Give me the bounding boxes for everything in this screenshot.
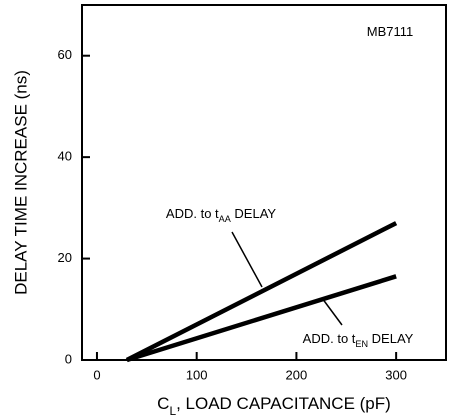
y-tick-label: 40: [58, 149, 72, 164]
text-part: C: [157, 394, 169, 413]
x-tick-label: 300: [385, 367, 407, 382]
y-tick-label: 60: [58, 47, 72, 62]
text-part: ADD. to t: [303, 331, 356, 346]
subscript: AA: [219, 214, 232, 224]
label: ADD. to tAA DELAY: [166, 206, 276, 224]
label: MB7111: [367, 24, 414, 39]
y-tick-label: 0: [65, 351, 72, 366]
text-part: MB7111: [367, 24, 414, 39]
text-part: ADD. to t: [166, 206, 219, 221]
y-axis-label: DELAY TIME INCREASE (ns): [11, 70, 30, 295]
data-line: [126, 274, 397, 363]
text-part: DELAY: [231, 206, 277, 221]
subscript: EN: [355, 339, 368, 349]
y-tick-label: 20: [58, 250, 72, 265]
x-tick-label: 100: [186, 367, 208, 382]
text-part: , LOAD CAPACITANCE (pF): [176, 394, 391, 413]
x-tick-label: 200: [286, 367, 308, 382]
label: ADD. to tEN DELAY: [303, 331, 414, 349]
label: CL, LOAD CAPACITANCE (pF): [157, 394, 391, 418]
plot-frame: [81, 4, 447, 361]
leader-line: [321, 297, 343, 326]
text-part: DELAY: [368, 331, 414, 346]
subscript: L: [169, 404, 176, 418]
data-line: [125, 221, 398, 363]
x-tick-label: 0: [93, 367, 100, 382]
leader-line: [231, 231, 263, 288]
